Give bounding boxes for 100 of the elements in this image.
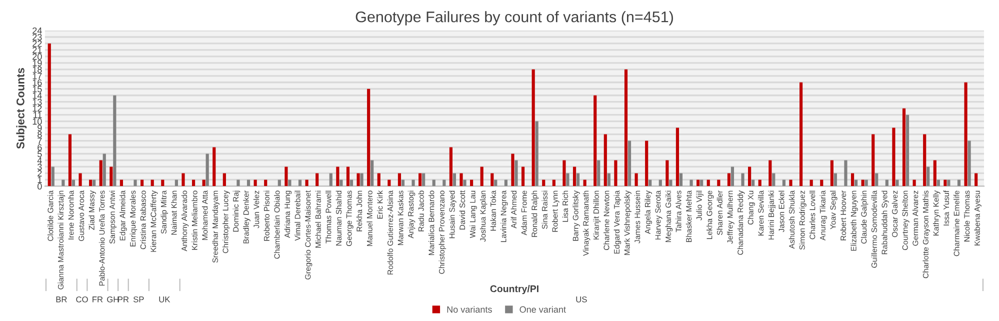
bar (504, 180, 508, 186)
bar (264, 180, 268, 186)
bar (494, 180, 498, 186)
bar (460, 173, 463, 186)
bar (161, 180, 164, 186)
bar (690, 180, 693, 186)
bar (99, 160, 102, 186)
y-tick-label: 14 (32, 92, 42, 99)
bar (174, 180, 178, 186)
y-tick-label: 12 (32, 105, 42, 112)
y-tick-label: 16 (32, 79, 42, 86)
text: CO (76, 296, 88, 302)
bar (452, 173, 456, 186)
bar (628, 140, 632, 186)
y-tick-label: 19 (32, 60, 42, 66)
bar (679, 173, 683, 186)
bar (872, 134, 875, 186)
bar (480, 166, 484, 186)
bar (696, 180, 700, 186)
bar (51, 166, 54, 186)
y-tick-label: 7 (38, 138, 42, 144)
bar (305, 180, 308, 186)
y-tick-label: 5 (38, 150, 42, 158)
bar (535, 121, 538, 186)
bar (113, 95, 116, 186)
bar (772, 173, 776, 186)
bar (583, 180, 586, 186)
bar (607, 173, 610, 186)
bar (298, 180, 302, 186)
bar (964, 82, 968, 186)
bar (758, 180, 762, 186)
bar (254, 180, 257, 186)
bar (350, 180, 354, 186)
bar (284, 166, 288, 186)
bar (906, 114, 910, 186)
bar (316, 173, 319, 186)
x-axis-title: Country/PI (490, 285, 538, 294)
bar (182, 173, 185, 186)
bar (398, 173, 402, 186)
y-tick-label: 13 (32, 98, 42, 106)
bar (658, 180, 662, 186)
bar (727, 173, 731, 186)
bar (768, 160, 772, 186)
y-tick-label: 22 (32, 40, 42, 47)
bar (356, 173, 360, 186)
legend-label: No variants (447, 306, 492, 313)
chart-title: Genotype Failures by count of variants (n=451) (356, 11, 673, 26)
text: FR (92, 296, 103, 302)
bar (388, 180, 391, 186)
bar (947, 180, 950, 186)
bar (800, 82, 803, 186)
bar (120, 180, 124, 186)
bar (89, 180, 92, 186)
bar (329, 173, 332, 186)
bar (463, 180, 466, 186)
y-tick-label: 9 (38, 124, 42, 132)
bar (789, 180, 792, 186)
bar (666, 160, 669, 186)
bar (521, 166, 525, 186)
bar (844, 160, 848, 186)
bar (470, 180, 474, 186)
bar (957, 180, 961, 186)
bar (92, 180, 96, 186)
bar (202, 180, 206, 186)
bar (748, 166, 752, 186)
bar (810, 180, 813, 186)
text: US (576, 296, 587, 302)
bar (572, 166, 576, 186)
y-tick-label: 4 (37, 157, 42, 164)
bar (944, 180, 947, 186)
bar (222, 173, 226, 186)
bar (676, 128, 680, 186)
bar (212, 147, 216, 186)
bar (926, 166, 930, 186)
y-tick-label: 1 (38, 176, 42, 183)
bar (418, 173, 422, 186)
bar (140, 180, 144, 186)
bar (566, 173, 570, 186)
bar (346, 166, 350, 186)
bar (288, 180, 292, 186)
bar (412, 180, 415, 186)
legend-label: One variant (520, 306, 566, 313)
bar (532, 69, 535, 186)
y-tick-label: 8 (38, 131, 42, 138)
bar (576, 173, 580, 186)
y-tick-label: 18 (32, 66, 42, 73)
bar (594, 95, 597, 186)
bar (634, 173, 638, 186)
bar (820, 180, 824, 186)
bar (892, 128, 896, 186)
bar (875, 173, 878, 186)
bar (449, 147, 452, 186)
bar (717, 180, 720, 186)
text: SP (133, 296, 144, 302)
bar (422, 173, 426, 186)
bar (442, 180, 446, 186)
y-tick-label: 20 (32, 53, 42, 60)
y-tick-label: 17 (32, 72, 42, 80)
bar (936, 180, 940, 186)
bar (78, 173, 82, 186)
